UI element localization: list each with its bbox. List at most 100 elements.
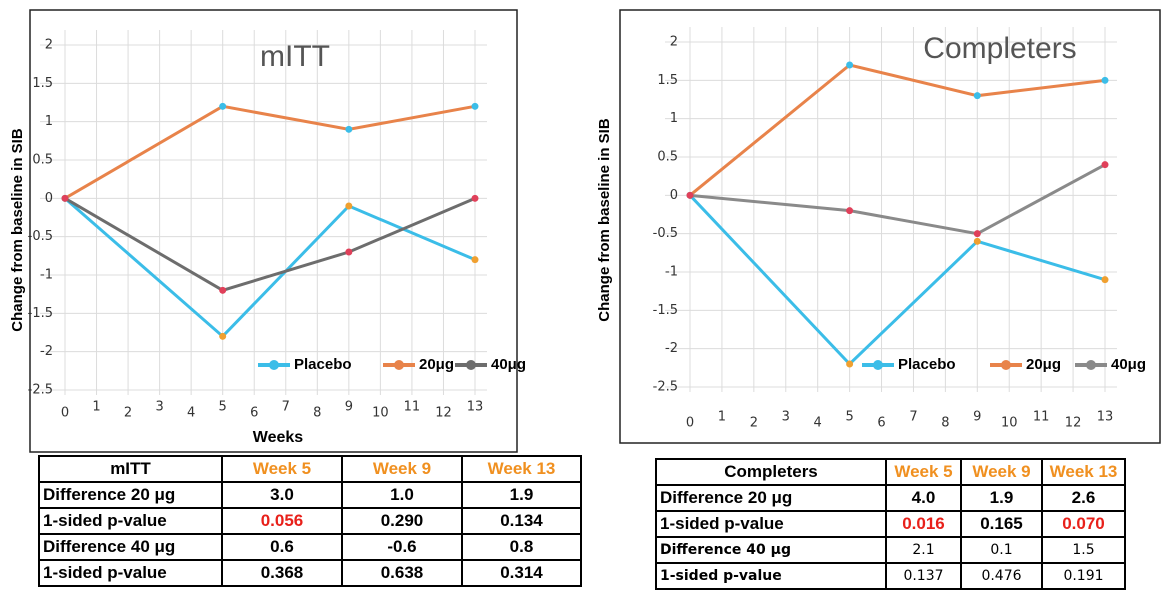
- x-tick-label: 3: [782, 410, 790, 425]
- x-tick-label: 6: [877, 416, 885, 431]
- series-line: [688, 194, 1106, 367]
- legend-swatch: [269, 360, 279, 370]
- x-tick-label: 13: [1097, 410, 1114, 425]
- y-tick-label: 0.5: [657, 150, 678, 165]
- table-cell: Difference 40 μg: [655, 536, 887, 564]
- table-cell: 2.6: [1041, 484, 1126, 512]
- legend-swatch: [1001, 360, 1011, 370]
- legend-label: 40μg: [491, 356, 526, 373]
- table-cell: 0.8: [461, 533, 582, 561]
- y-tick-label: -2: [40, 344, 53, 359]
- x-tick-label: 11: [404, 400, 421, 415]
- point: [471, 102, 479, 110]
- x-tick-label: 10: [372, 406, 389, 421]
- point: [973, 230, 981, 238]
- table-cell: 1-sided p-value: [655, 510, 887, 538]
- y-tick-label: 0.5: [32, 153, 53, 168]
- table-cell: Difference 20 μg: [655, 484, 887, 512]
- series-line: [64, 197, 476, 339]
- x-tick-label: 0: [61, 406, 69, 421]
- x-axis-label: Weeks: [253, 429, 304, 446]
- x-tick-label: 4: [814, 416, 822, 431]
- table-cell: 0.476: [960, 562, 1043, 590]
- table-cell: 0.137: [885, 562, 962, 590]
- y-tick-label: 1.5: [32, 76, 53, 91]
- y-tick-label: -2.5: [653, 380, 678, 395]
- x-tick-label: 6: [250, 406, 258, 421]
- legend-swatch: [466, 360, 476, 370]
- x-tick-label: 2: [750, 416, 758, 431]
- x-tick-label: 13: [467, 400, 484, 415]
- y-tick-label: -1: [40, 268, 53, 283]
- legend-label: 20μg: [419, 356, 454, 373]
- legend-label: Placebo: [294, 356, 352, 373]
- x-tick-label: 8: [941, 416, 949, 431]
- point: [1101, 161, 1109, 169]
- x-tick-label: 11: [1033, 410, 1050, 425]
- point: [686, 191, 694, 199]
- x-tick-label: 7: [282, 400, 290, 415]
- table-row: 1-sided p-value 0.016 0.165 0.070: [655, 510, 1126, 538]
- legend-swatch: [394, 360, 404, 370]
- table-cell: 0.016: [885, 510, 962, 538]
- x-tick-label: 12: [1065, 416, 1082, 431]
- point: [846, 360, 854, 368]
- x-tick-label: 3: [155, 400, 163, 415]
- point: [219, 286, 227, 294]
- legend-label: 40μg: [1111, 356, 1146, 373]
- point: [846, 207, 854, 215]
- table-cell: 0.070: [1041, 510, 1126, 538]
- series-line: [64, 104, 476, 200]
- series-line: [64, 196, 476, 292]
- table-header: mITT Week 5 Week 9 Week 13: [38, 455, 582, 483]
- y-axis-label: Change from baseline in SIB: [596, 118, 613, 322]
- x-tick-label: 0: [686, 416, 694, 431]
- point: [61, 194, 69, 202]
- x-tick-label: 2: [124, 406, 132, 421]
- point: [1101, 76, 1109, 84]
- chart-title: mITT: [260, 40, 330, 73]
- table-cell: 0.1: [960, 536, 1043, 564]
- table-cell: 0.314: [461, 559, 582, 587]
- table-cell: 0.290: [341, 507, 463, 535]
- x-tick-label: 5: [845, 410, 853, 425]
- results-table: Completers Week 5 Week 9 Week 13 Difference …: [655, 458, 1126, 590]
- x-tick-label: 5: [219, 400, 227, 415]
- legend-swatch: [873, 360, 883, 370]
- x-tick-label: 9: [345, 400, 353, 415]
- y-tick-label: 0: [670, 188, 678, 203]
- y-tick-label: -2: [665, 341, 678, 356]
- point: [345, 125, 353, 133]
- y-tick-label: 1: [45, 114, 53, 129]
- chart-frame: [619, 9, 1161, 444]
- table-cell: 1-sided p-value: [38, 559, 223, 587]
- point: [471, 256, 479, 264]
- y-tick-label: 1.5: [657, 73, 678, 88]
- y-axis-label: Change from baseline in SIB: [9, 128, 26, 332]
- table-cell: 1.9: [960, 484, 1043, 512]
- table-cell: 1.5: [1041, 536, 1126, 564]
- y-tick-label: 2: [45, 38, 53, 53]
- table-cell: 0.165: [960, 510, 1043, 538]
- table-cell: 1-sided p-value: [655, 562, 887, 590]
- table-cell: 0.368: [221, 559, 343, 587]
- y-tick-label: -0.5: [28, 229, 53, 244]
- x-tick-label: 12: [435, 406, 452, 421]
- point: [471, 194, 479, 202]
- point: [846, 61, 854, 69]
- point: [1101, 276, 1109, 284]
- table-row: Difference 40 μg 2.1 0.1 1.5: [655, 536, 1126, 564]
- table-row: Difference 40 μg 0.6 -0.6 0.8: [38, 533, 582, 561]
- point: [973, 237, 981, 245]
- table-cell: Week 9: [960, 458, 1043, 486]
- table-cell: 0.6: [221, 533, 343, 561]
- table-cell: Week 13: [461, 455, 582, 483]
- table-cell: Week 13: [1041, 458, 1126, 486]
- series-line: [689, 163, 1106, 236]
- legend-swatch: [1086, 360, 1096, 370]
- table-row: 1-sided p-value 0.137 0.476 0.191: [655, 562, 1126, 590]
- y-tick-label: 1: [670, 111, 678, 126]
- point: [219, 332, 227, 340]
- x-tick-label: 1: [718, 410, 726, 425]
